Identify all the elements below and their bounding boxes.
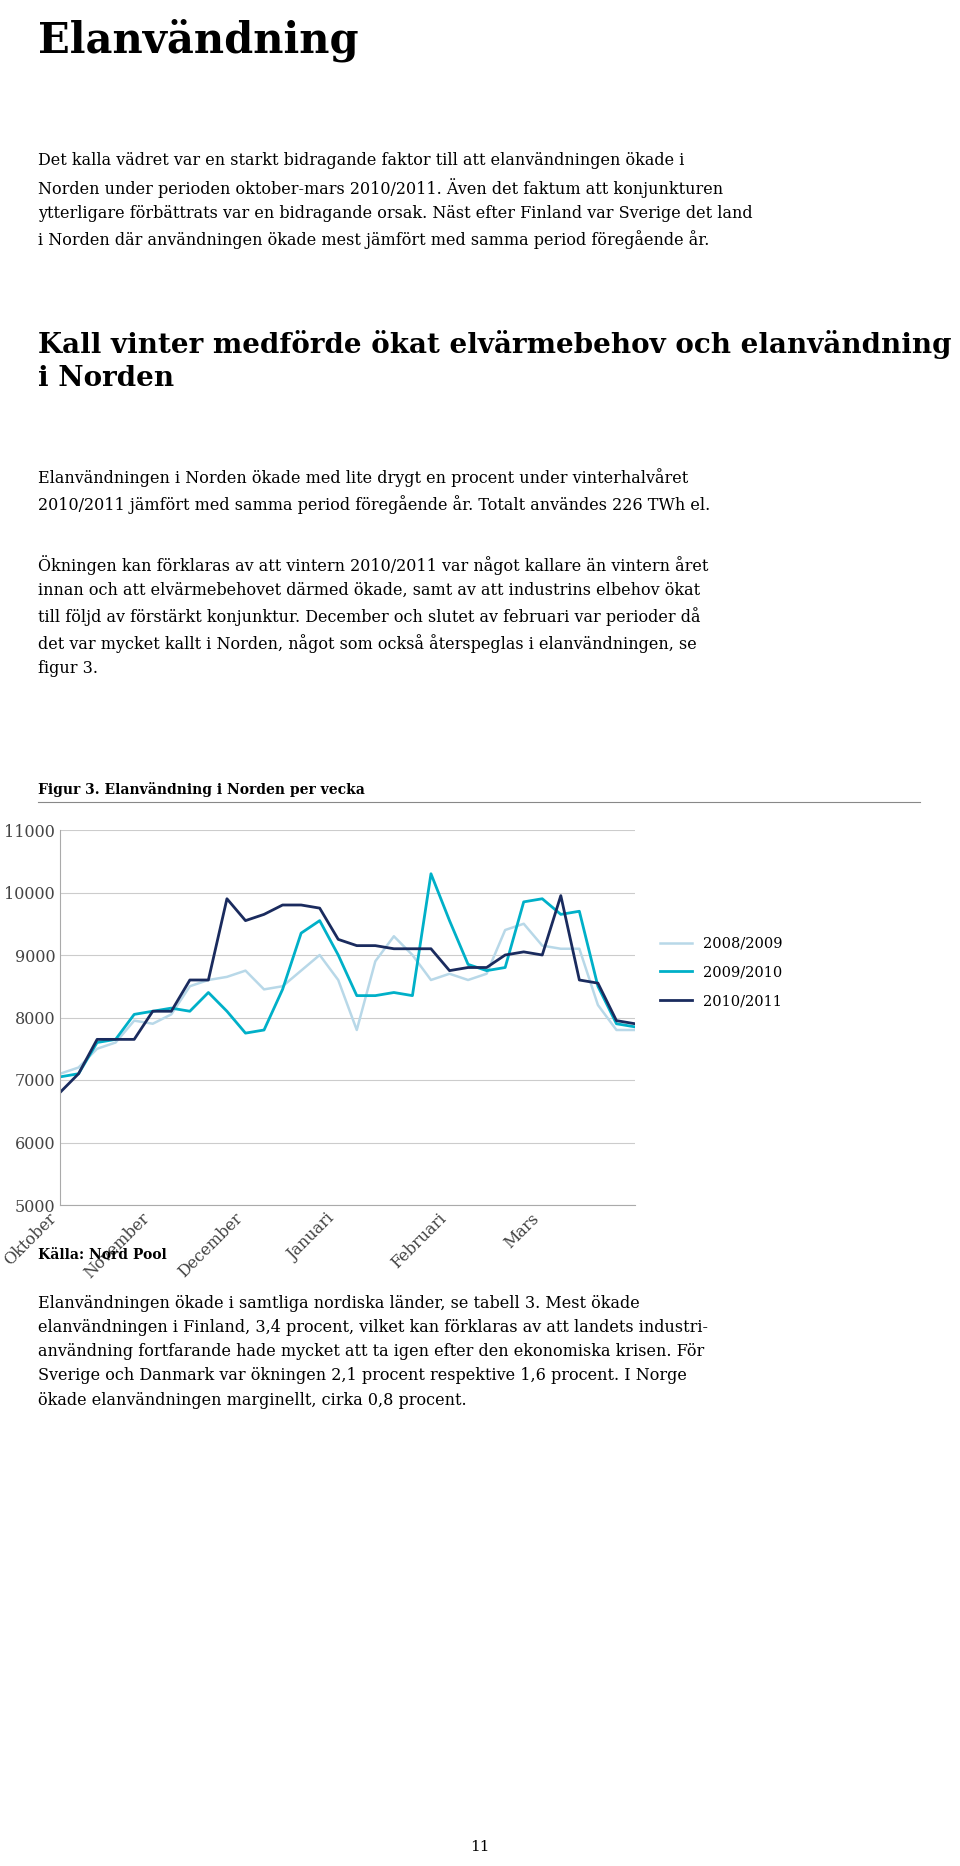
Text: Det kalla vädret var en starkt bidragande faktor till att elanvändningen ökade i: Det kalla vädret var en starkt bidragand… [38, 151, 753, 248]
Text: Figur 3. Elanvändning i Norden per vecka: Figur 3. Elanvändning i Norden per vecka [38, 782, 365, 797]
Text: 11: 11 [470, 1840, 490, 1855]
Text: Elanvändningen ökade i samtliga nordiska länder, se tabell 3. Mest ökade
elanvän: Elanvändningen ökade i samtliga nordiska… [38, 1295, 708, 1409]
Text: Elanvändningen i Norden ökade med lite drygt en procent under vinterhalvåret
201: Elanvändningen i Norden ökade med lite d… [38, 468, 710, 513]
Text: Ökningen kan förklaras av att vintern 2010/2011 var något kallare än vintern åre: Ökningen kan förklaras av att vintern 20… [38, 554, 708, 677]
Text: Kall vinter medförde ökat elvärmebehov och elanvändning
i Norden: Kall vinter medförde ökat elvärmebehov o… [38, 330, 951, 392]
Text: Elanvändning: Elanvändning [38, 19, 359, 62]
Text: Källa: Nord Pool: Källa: Nord Pool [38, 1248, 167, 1261]
Legend: 2008/2009, 2009/2010, 2010/2011: 2008/2009, 2009/2010, 2010/2011 [654, 931, 789, 1013]
